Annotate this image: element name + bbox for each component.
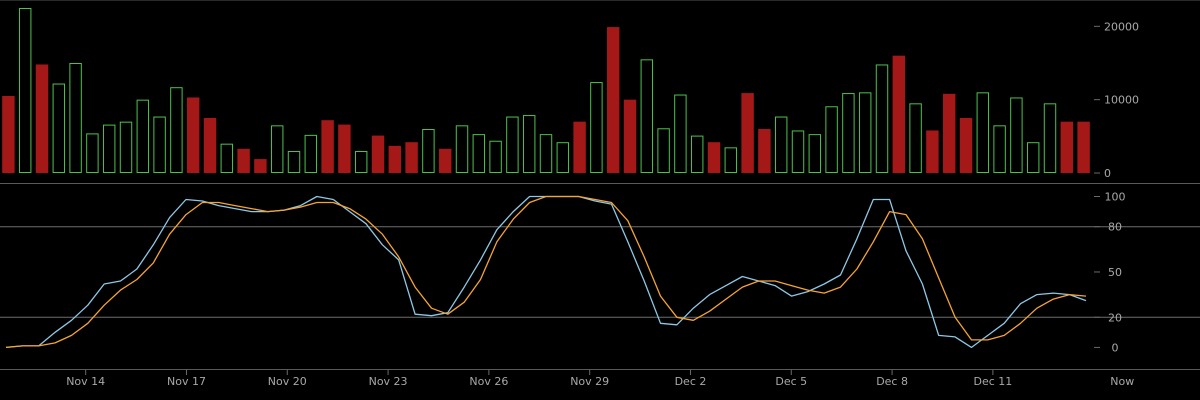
volume-bar-up [69, 63, 82, 173]
volume-bar-up [270, 125, 284, 174]
volume-panel: 0 10000 20000 [2, 8, 1139, 180]
volume-bar-up [119, 121, 133, 173]
volume-bar-up [422, 129, 435, 173]
volume-y-tick-label: 0 [1104, 167, 1111, 180]
volume-bar-down [405, 142, 418, 173]
volume-bar-up [842, 93, 855, 173]
volume-y-tick-label: 20000 [1104, 20, 1139, 33]
volume-bar-down [2, 96, 15, 173]
volume-bar-up [808, 134, 822, 173]
volume-bar-up [136, 99, 150, 173]
volume-bar-down [741, 93, 754, 173]
volume-bar-up [858, 92, 872, 173]
volume-bar-up [52, 83, 66, 173]
oscillator-panel: 0 20 50 80 100 [0, 191, 1200, 354]
x-tick-label: Nov 17 [167, 375, 206, 388]
oscillator-y-tick-label: 50 [1108, 266, 1122, 279]
volume-bar-up [539, 134, 553, 173]
x-tick-label: Nov 14 [66, 375, 105, 388]
volume-bar-down [942, 93, 956, 173]
volume-bar-up [102, 124, 116, 173]
volume-bar-up [506, 116, 519, 173]
volume-bar-up [640, 59, 654, 173]
volume-bar-up [1043, 103, 1057, 173]
x-tick-label: Nov 26 [469, 375, 508, 388]
volume-bar-up [875, 64, 889, 173]
oscillator-y-tick-label: 100 [1105, 191, 1126, 204]
volume-bar-up [1026, 142, 1040, 173]
volume-bar-down [338, 124, 351, 173]
volume-bar-up [909, 103, 922, 173]
oscillator-y-tick-label: 80 [1108, 221, 1122, 234]
x-tick-label: Dec 5 [775, 375, 807, 388]
volume-bar-up [455, 125, 469, 174]
volume-y-tick-label: 10000 [1104, 94, 1139, 107]
x-tick-label: Dec 8 [876, 375, 908, 388]
volume-bar-down [254, 159, 267, 173]
volume-bar-down [707, 142, 721, 173]
volume-bar-up [976, 92, 990, 173]
volume-bar-up [590, 82, 603, 173]
volume-bar-up [220, 143, 234, 174]
volume-bar-up [774, 116, 788, 173]
volume-bar-down [438, 148, 452, 173]
volume-bar-down [623, 99, 637, 173]
volume-bar-down [926, 130, 939, 173]
volume-bar-up [304, 134, 318, 174]
volume-bar-down [1077, 121, 1090, 173]
volume-bar-down [371, 135, 385, 173]
volume-bar-up [86, 133, 99, 173]
x-tick-label: Nov 20 [268, 375, 307, 388]
volume-bar-up [690, 135, 704, 174]
volume-bar-down [186, 97, 200, 173]
time-axis: Nov 14 Nov 17 Nov 20 Nov 23 Nov 26 Nov 29 Dec … [66, 370, 1134, 388]
x-tick-label: Dec 2 [675, 375, 707, 388]
volume-bar-down [606, 27, 620, 173]
volume-bar-up [472, 134, 486, 173]
volume-bar-down [321, 120, 334, 173]
volume-bar-up [556, 142, 570, 173]
volume-bar-down [203, 118, 217, 173]
volume-bar-up [170, 87, 183, 173]
volume-bar-up [153, 116, 166, 173]
volume-bar-up [993, 125, 1006, 174]
volume-bar-up [724, 147, 738, 173]
volume-bar-up [489, 140, 502, 174]
volume-bar-up [287, 151, 301, 173]
volume-bar-down [573, 121, 586, 173]
volume-bar-down [959, 118, 973, 173]
volume-bar-up [674, 94, 687, 173]
volume-bar-up [657, 128, 670, 173]
oscillator-line-fast [5, 195, 1087, 349]
volume-bar-up [791, 130, 805, 173]
x-tick-label: Nov 23 [369, 375, 408, 388]
volume-bar-up [18, 8, 32, 173]
x-tick-label: Dec 11 [973, 375, 1012, 388]
x-tick-label: Now [1110, 375, 1134, 388]
volume-bar-down [758, 129, 771, 173]
volume-bar-down [35, 64, 49, 173]
volume-bar-up [825, 106, 838, 173]
oscillator-line-slow [5, 195, 1087, 349]
volume-bar-up [522, 115, 536, 173]
volume-bar-down [237, 148, 250, 173]
volume-bar-down [892, 55, 906, 173]
volume-bar-down [388, 145, 402, 173]
volume-bar-down [1060, 121, 1074, 173]
oscillator-y-tick-label: 20 [1108, 311, 1122, 324]
volume-bar-up [354, 151, 368, 173]
volume-bar-up [1010, 97, 1023, 173]
x-tick-label: Nov 29 [570, 375, 609, 388]
oscillator-y-tick-label: 0 [1112, 341, 1119, 354]
